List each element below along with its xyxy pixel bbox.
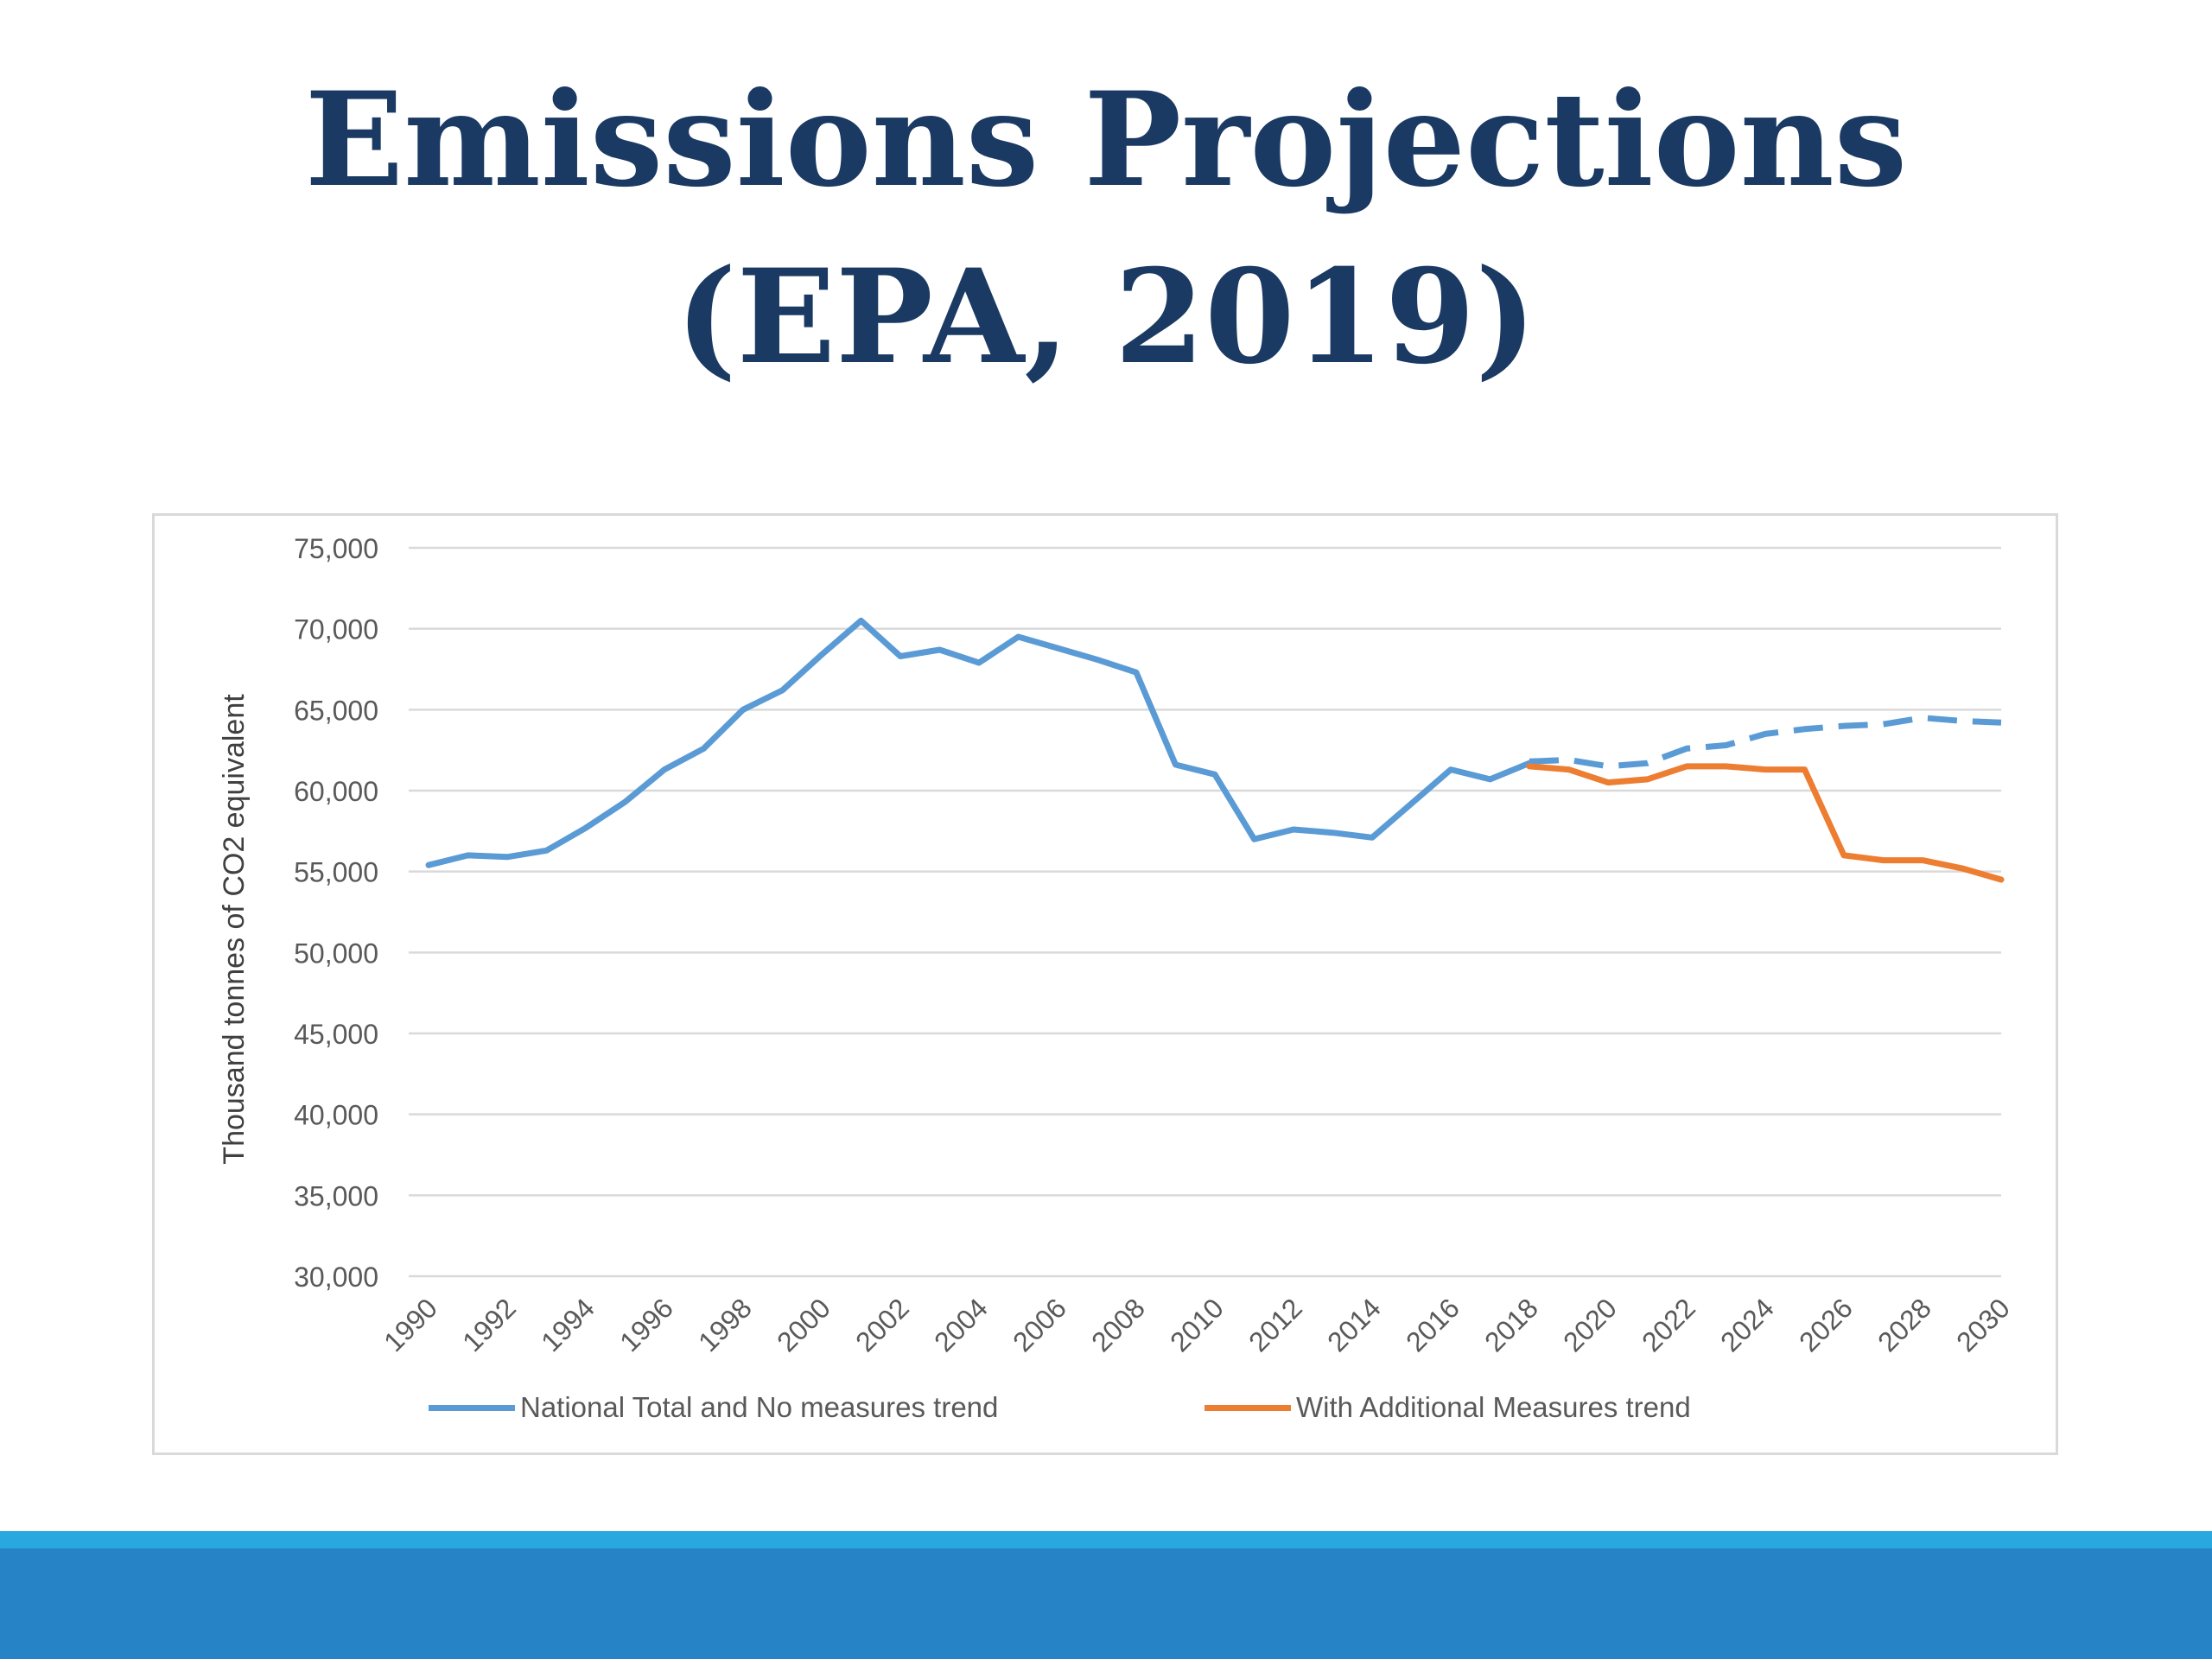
slide-title-line-2: (EPA, 2019) xyxy=(675,241,1537,393)
x-tick-label: 2006 xyxy=(1007,1292,1072,1357)
x-tick-label: 2002 xyxy=(849,1292,915,1357)
chart-frame xyxy=(152,513,2058,1455)
x-tick-label: 2012 xyxy=(1243,1292,1308,1357)
legend: National Total and No measures trend Wit… xyxy=(0,1391,2212,1426)
slide-title-line-1: Emissions Projections xyxy=(304,64,1908,216)
legend-label-national: National Total and No measures trend xyxy=(520,1391,999,1423)
y-tick-label: 40,000 xyxy=(294,1100,378,1131)
x-tick-label: 2016 xyxy=(1400,1292,1465,1357)
x-tick-label: 1992 xyxy=(456,1292,522,1357)
x-tick-label: 2020 xyxy=(1557,1292,1623,1357)
national-series-solid-line xyxy=(425,617,1533,868)
gridlines xyxy=(409,546,2001,1278)
y-tick-label: 45,000 xyxy=(294,1019,378,1050)
x-tick-label: 2026 xyxy=(1793,1292,1859,1357)
y-axis-title: Thousand tonnes of CO2 equivalent xyxy=(218,694,251,1165)
footer-band xyxy=(0,1548,2212,1659)
y-tick-label: 55,000 xyxy=(294,857,378,888)
legend-label-wam: With Additional Measures trend xyxy=(1296,1391,1691,1423)
y-tick-label: 65,000 xyxy=(294,695,378,726)
y-tick-label: 70,000 xyxy=(294,614,378,645)
wam-series-solid-line xyxy=(1526,763,2005,883)
x-tick-label: 1996 xyxy=(613,1292,679,1357)
x-tick-label: 2004 xyxy=(928,1292,994,1357)
y-tick-label: 30,000 xyxy=(294,1262,378,1293)
x-tick-label: 2008 xyxy=(1085,1292,1151,1357)
slide-title: Emissions Projections (EPA, 2019) xyxy=(0,52,2212,406)
y-tick-label: 60,000 xyxy=(294,776,378,807)
series-lines xyxy=(425,617,2005,883)
x-tick-label: 2030 xyxy=(1950,1292,2016,1357)
x-tick-label: 1998 xyxy=(692,1292,758,1357)
footer-accent-stripe xyxy=(0,1531,2212,1548)
y-tick-labels: 30,000 35,000 40,000 45,000 50,000 55,000 60,0… xyxy=(294,533,378,1293)
national-series-dashed-line xyxy=(1529,715,2002,770)
x-tick-label: 2024 xyxy=(1714,1292,1780,1357)
x-tick-label: 2010 xyxy=(1164,1292,1230,1357)
y-tick-label: 75,000 xyxy=(294,533,378,564)
y-tick-label: 35,000 xyxy=(294,1180,378,1211)
x-tick-label: 1990 xyxy=(378,1292,443,1357)
legend-item-national: National Total and No measures trend xyxy=(429,1391,998,1424)
x-tick-label: 2000 xyxy=(771,1292,836,1357)
legend-swatch-national xyxy=(429,1404,515,1411)
legend-swatch-wam xyxy=(1205,1404,1291,1411)
legend-item-wam: With Additional Measures trend xyxy=(1205,1391,1691,1424)
y-tick-label: 50,000 xyxy=(294,938,378,969)
x-tick-label: 2028 xyxy=(1872,1292,1937,1357)
x-tick-label: 1994 xyxy=(535,1292,601,1357)
x-tick-label: 2022 xyxy=(1636,1292,1701,1357)
x-tick-label: 2018 xyxy=(1478,1292,1544,1357)
x-tick-labels: 1990 1992 1994 1996 1998 2000 2002 2004 2006 2008… xyxy=(378,1292,2016,1357)
x-tick-label: 2014 xyxy=(1321,1292,1387,1357)
